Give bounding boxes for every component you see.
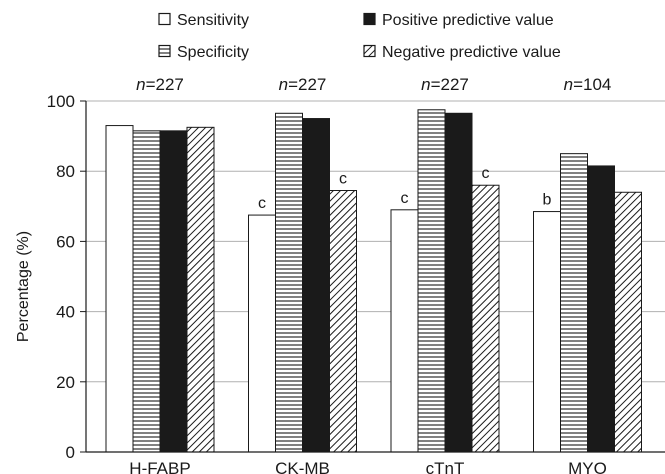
legend-label: Sensitivity: [177, 12, 249, 29]
y-tick-label: 100: [47, 92, 75, 111]
sample-size-n: n: [279, 75, 288, 94]
bar: [444, 112, 473, 453]
x-tick-label: H-FABP: [129, 459, 190, 474]
legend-swatch: [158, 12, 171, 26]
sample-size-label: n=104: [564, 75, 612, 94]
sample-size-value: =104: [573, 75, 611, 94]
significance-annotation: c: [482, 165, 490, 182]
bar: [417, 109, 446, 453]
y-tick-label: 40: [56, 303, 75, 322]
legend-swatch: [363, 12, 376, 26]
significance-annotation: c: [401, 190, 409, 207]
bar: [105, 125, 134, 453]
legend-swatch: [363, 44, 376, 58]
bars: [105, 109, 642, 453]
sample-size-n: n: [564, 75, 573, 94]
significance-annotation: b: [543, 192, 552, 209]
bar: [390, 209, 419, 453]
sample-size-n: n: [421, 75, 430, 94]
bar: [275, 112, 303, 453]
bar: [132, 130, 161, 453]
bar: [533, 211, 561, 453]
sample-size-n: n: [136, 75, 145, 94]
y-tick-label: 80: [56, 162, 75, 181]
sample-size-value: =227: [288, 75, 326, 94]
legend-label: Specificity: [177, 44, 249, 61]
bar: [587, 165, 615, 453]
y-tick-label: 20: [56, 373, 75, 392]
bar: [302, 118, 330, 453]
x-tick-label: cTnT: [426, 459, 465, 474]
sample-size-label: n=227: [136, 75, 184, 94]
bar: [159, 130, 188, 453]
sample-size-value: =227: [146, 75, 184, 94]
significance-annotation: c: [258, 195, 266, 212]
bar: [248, 214, 276, 453]
bar: [186, 126, 215, 453]
legend-swatch: [158, 44, 171, 58]
axes: [80, 100, 665, 453]
x-tick-label: CK-MB: [275, 459, 330, 474]
legend-label: Negative predictive value: [382, 44, 561, 61]
bar: [614, 191, 642, 453]
y-axis-label: Percentage (%): [15, 231, 32, 342]
sample-size-label: n=227: [421, 75, 469, 94]
legend-label: Positive predictive value: [382, 12, 554, 29]
bar: [471, 184, 500, 453]
sample-size-value: =227: [431, 75, 469, 94]
y-tick-label: 60: [56, 232, 75, 251]
bar: [329, 190, 357, 453]
y-tick-label: 0: [66, 443, 75, 462]
bar: [560, 153, 588, 453]
sample-size-label: n=227: [279, 75, 327, 94]
legend: Sensitivity Positive predictive value Spec…: [158, 12, 561, 61]
significance-annotation: c: [339, 171, 347, 188]
x-tick-label: MYO: [568, 459, 607, 474]
